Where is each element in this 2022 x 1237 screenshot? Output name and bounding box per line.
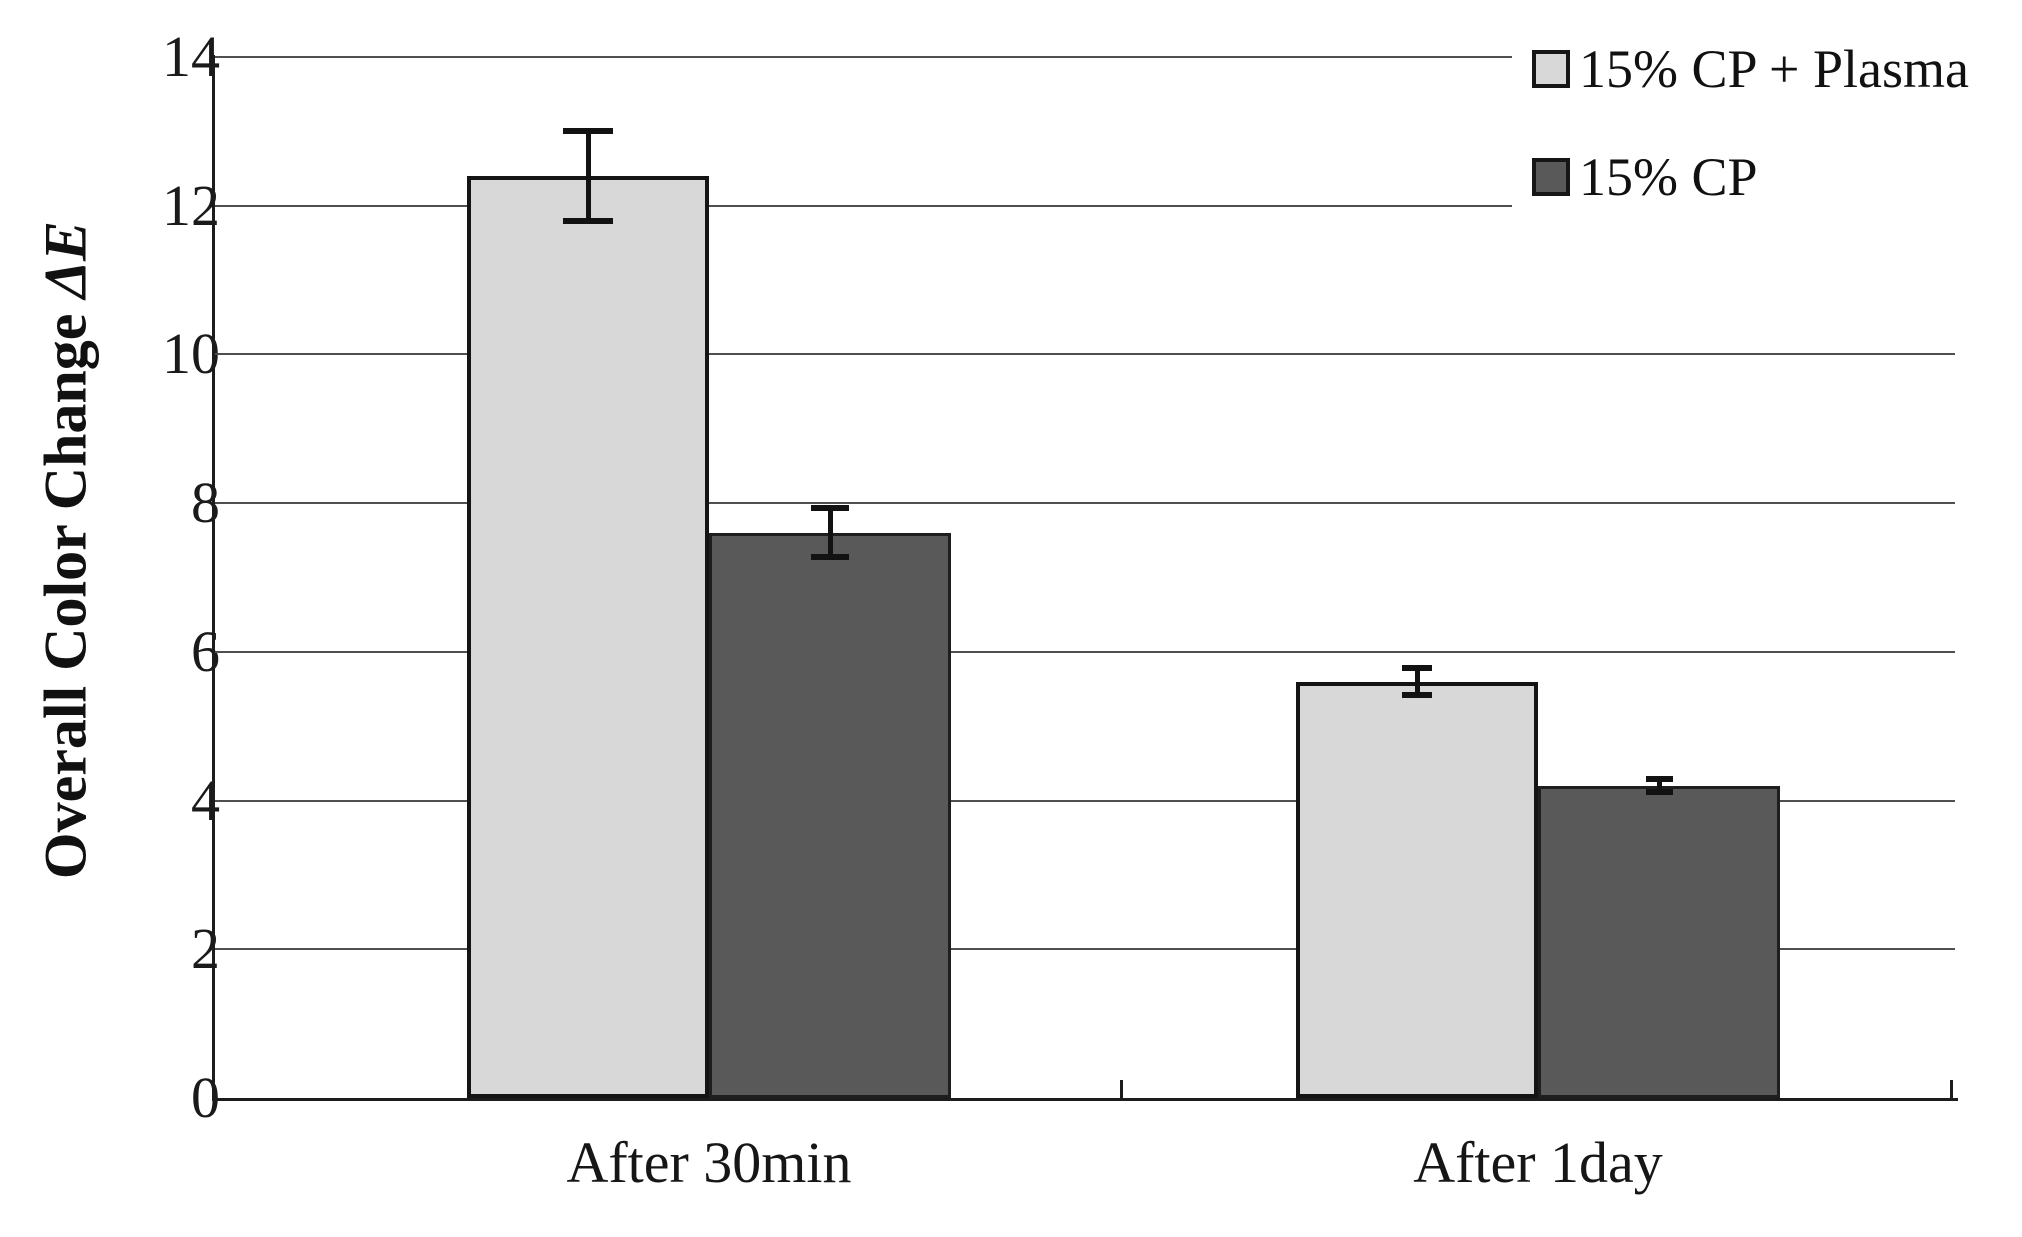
gridline-y14 — [215, 56, 1512, 58]
y-tick-label-4: 4 — [191, 767, 220, 833]
x-category-label-0: After 30min — [566, 1130, 852, 1195]
gridline-y8 — [215, 502, 1955, 505]
gridline-y6 — [215, 650, 1955, 653]
y-axis-line — [212, 55, 215, 1101]
x-axis-line — [212, 1098, 1958, 1101]
error-bar-cap-bottom — [1645, 789, 1673, 796]
error-bar-stem — [827, 508, 833, 558]
legend-item-1: 15% CP — [1532, 150, 1969, 204]
y-tick-label-14: 14 — [162, 24, 220, 89]
x-axis-labels: After 30min After 1day — [0, 1128, 2022, 1208]
legend-item-0: 15% CP + Plasma — [1532, 42, 1969, 96]
error-bar-cap-top — [563, 128, 613, 135]
x-category-label-1: After 1day — [1413, 1130, 1663, 1195]
error-bar-cap-bottom — [563, 217, 613, 224]
y-tick-label-12: 12 — [162, 172, 220, 238]
y-tick-label-2: 2 — [191, 916, 220, 982]
y-tick-label-6: 6 — [191, 618, 220, 684]
legend-swatch-0 — [1532, 50, 1570, 88]
error-bar-cap-top — [1402, 665, 1432, 672]
legend-label-0: 15% CP + Plasma — [1579, 39, 1969, 99]
gridline-y4 — [215, 799, 1955, 802]
plot-area — [215, 56, 1955, 1098]
error-bar-cap-bottom — [811, 554, 849, 561]
error-bar-stem — [585, 131, 591, 221]
error-bar-cap-bottom — [1402, 691, 1432, 698]
y-tick-label-10: 10 — [162, 321, 220, 387]
gridline-y12 — [215, 204, 1512, 207]
legend-label-1: 15% CP — [1579, 147, 1758, 207]
gridline-y10 — [215, 353, 1955, 356]
error-bar-stem — [1414, 668, 1420, 695]
bar-cp-plasma-30min — [467, 175, 709, 1098]
legend-swatch-1 — [1532, 158, 1570, 196]
error-bar-cap-top — [1645, 776, 1673, 782]
bar-cp-1day — [1538, 785, 1780, 1098]
y-axis-tick-labels: 0 2 4 6 8 10 12 14 — [0, 27, 220, 1128]
error-bar-stem — [1656, 779, 1662, 793]
bar-cp-30min — [709, 532, 951, 1098]
y-tick-label-8: 8 — [191, 470, 220, 536]
error-bar-cap-top — [811, 505, 849, 512]
x-axis-tick-0 — [1120, 1080, 1123, 1098]
y-tick-label-0: 0 — [191, 1065, 220, 1130]
legend: 15% CP + Plasma 15% CP — [1532, 42, 1969, 266]
x-axis-tick-1 — [1950, 1080, 1953, 1098]
gridline-y2 — [215, 948, 1955, 951]
bar-cp-plasma-1day — [1296, 681, 1538, 1098]
